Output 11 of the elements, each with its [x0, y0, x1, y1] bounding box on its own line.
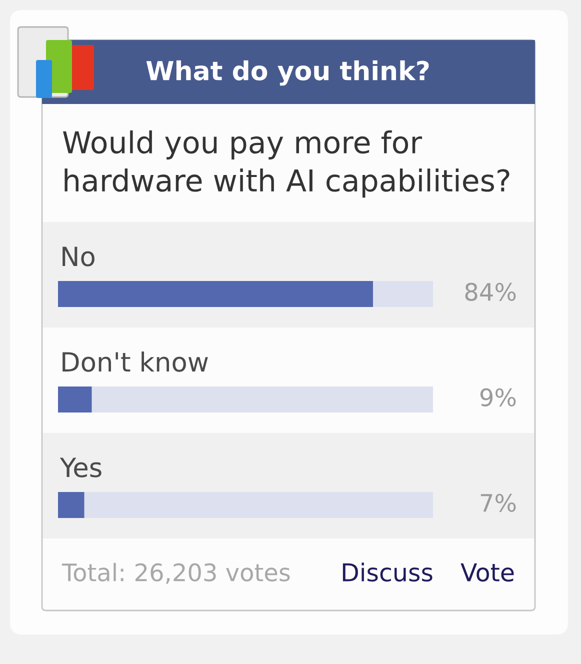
text: Vote — [460, 563, 514, 582]
y-tick-label: No — [62, 246, 94, 266]
chart-title: What do you think? — [146, 60, 429, 86]
data-label: 9% — [480, 388, 516, 406]
y-tick-label: Yes — [60, 458, 102, 478]
chart-subtitle: Would you pay more for hardware with AI capabilities? — [63, 130, 510, 198]
text: Total: 26,203 votes — [62, 562, 290, 584]
text: Discuss — [342, 562, 432, 582]
data-label: 7% — [480, 494, 516, 512]
y-tick-label: Don't know — [62, 351, 208, 372]
data-label: 84% — [465, 282, 516, 301]
